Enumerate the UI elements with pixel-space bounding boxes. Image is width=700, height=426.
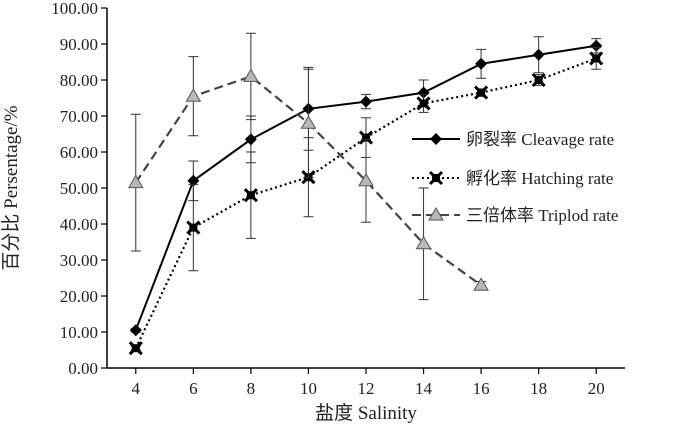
data-point — [531, 72, 546, 88]
y-tick-label: 10.00 — [60, 323, 98, 342]
data-point — [475, 57, 488, 70]
x-tick-label: 10 — [300, 379, 317, 398]
y-tick-label: 50.00 — [60, 179, 98, 198]
x-axis-title: 盐度 Salinity — [315, 402, 417, 424]
legend-label: 孵化率 Hatching rate — [466, 169, 613, 188]
y-tick-label: 30.00 — [60, 251, 98, 270]
data-point — [473, 277, 489, 291]
data-point — [127, 174, 144, 189]
x-tick-label: 4 — [132, 379, 141, 398]
data-point-cross — [531, 72, 546, 88]
legend: 卵裂率 Cleavage rate 孵化率 Hatching rate 三倍体率 T… — [412, 130, 618, 225]
data-point — [416, 96, 431, 111]
series-1 — [128, 47, 604, 356]
data-point — [187, 174, 200, 187]
y-tick-label: 20.00 — [60, 287, 98, 306]
y-tick-label: 90.00 — [60, 35, 98, 54]
x-tick-label: 12 — [358, 379, 375, 398]
data-point — [243, 68, 259, 82]
legend-label: 卵裂率 Cleavage rate — [466, 130, 614, 149]
data-point — [186, 220, 201, 235]
data-point — [358, 172, 374, 187]
data-point-cross — [128, 341, 143, 356]
data-point-cross — [243, 188, 258, 203]
data-point — [415, 235, 432, 250]
data-point — [243, 188, 258, 203]
data-point — [589, 51, 604, 66]
y-tick-label: 80.00 — [60, 71, 98, 90]
x-tick-label: 6 — [189, 379, 198, 398]
series — [127, 32, 604, 356]
series-2 — [127, 32, 489, 301]
x-tick-label: 18 — [530, 379, 547, 398]
data-point — [185, 88, 202, 102]
x-tick-label: 14 — [415, 379, 433, 398]
y-tick-label: 100.00 — [51, 0, 98, 18]
data-point — [300, 115, 317, 129]
y-ticks: 0.00 10.00 20.00 30.00 40.00 50.00 60.00 70.00 8… — [51, 0, 107, 378]
data-point — [417, 86, 430, 99]
legend-label: 三倍体率 Triplod rate — [466, 206, 618, 225]
data-point-cross — [589, 51, 604, 66]
x-tick-label: 16 — [473, 379, 490, 398]
data-point — [590, 39, 603, 52]
legend-marker — [428, 207, 444, 221]
data-point — [532, 48, 545, 61]
data-point — [474, 85, 489, 100]
data-point-cross — [416, 96, 431, 111]
y-tick-label: 0.00 — [68, 359, 98, 378]
data-point — [358, 130, 374, 145]
x-ticks: 4 6 8 10 12 14 16 18 20 — [132, 368, 605, 398]
data-point — [128, 341, 143, 356]
legend-marker — [430, 133, 442, 145]
x-tick-label: 20 — [588, 379, 605, 398]
y-tick-label: 60.00 — [60, 143, 98, 162]
data-point-cross — [186, 220, 201, 235]
data-point-cross — [358, 130, 374, 145]
data-point-cross — [474, 85, 489, 100]
data-point — [360, 95, 372, 108]
y-axis-title: 百分比 Persentage/% — [0, 105, 22, 270]
data-point — [129, 324, 142, 337]
y-tick-label: 70.00 — [60, 107, 98, 126]
legend-marker-cross — [428, 170, 444, 186]
y-tick-label: 40.00 — [60, 215, 98, 234]
series-line — [134, 57, 597, 349]
legend-marker — [428, 170, 444, 186]
data-point — [244, 133, 257, 146]
x-tick-label: 8 — [247, 379, 256, 398]
